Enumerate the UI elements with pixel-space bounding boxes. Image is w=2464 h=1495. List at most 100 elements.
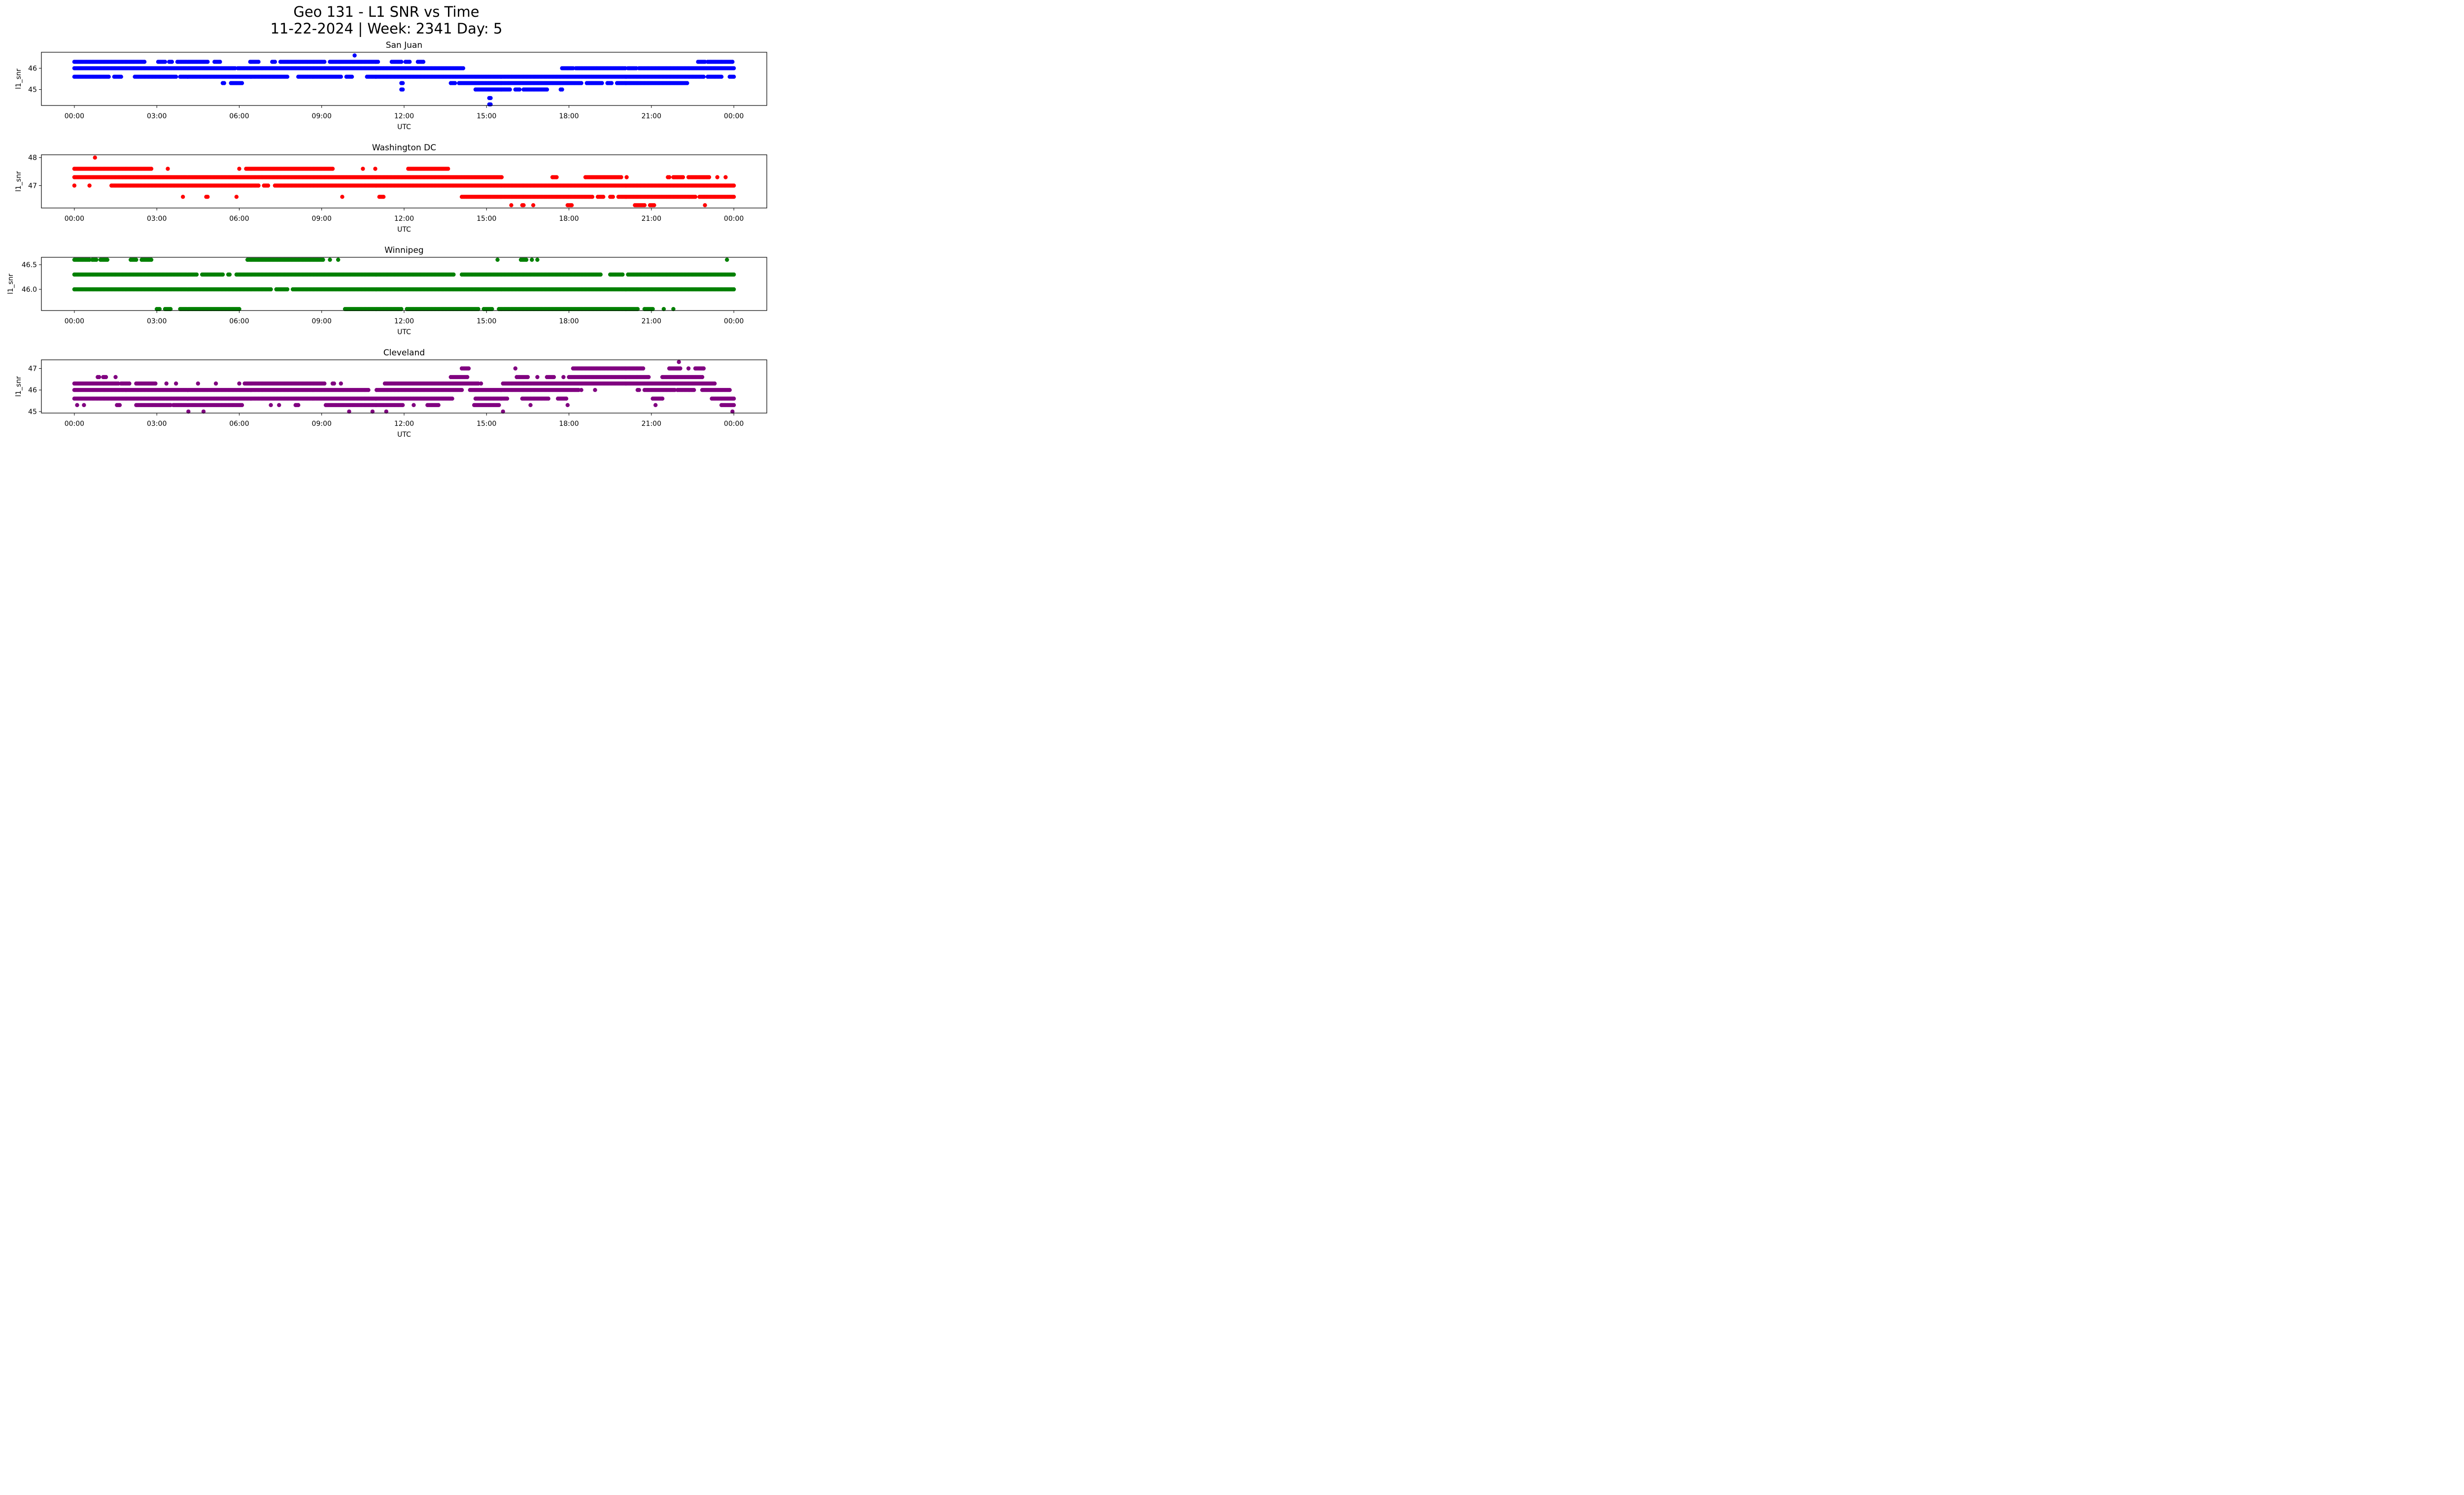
data-point: [72, 183, 77, 188]
x-tick-label: 00:00: [65, 215, 84, 223]
data-point: [399, 60, 404, 64]
scatter-series: [72, 257, 736, 312]
data-point: [256, 183, 261, 188]
x-tick-label: 00:00: [724, 215, 744, 223]
data-point: [213, 381, 218, 386]
data-point: [149, 167, 154, 171]
data-point: [723, 175, 728, 179]
data-point: [685, 81, 689, 85]
data-point: [349, 74, 354, 79]
data-point: [453, 81, 457, 85]
data-point: [446, 167, 450, 171]
data-point: [677, 360, 681, 364]
data-point: [222, 81, 226, 85]
data-point: [273, 60, 277, 64]
data-point: [641, 366, 646, 371]
data-point: [451, 272, 456, 277]
data-point: [509, 203, 513, 208]
data-point: [381, 195, 386, 199]
data-point: [205, 60, 210, 64]
x-tick-label: 00:00: [724, 317, 744, 325]
data-point: [499, 175, 504, 179]
axes-frame: [41, 257, 767, 311]
x-axis-label: UTC: [397, 123, 411, 131]
data-point: [196, 381, 200, 386]
data-point: [322, 381, 327, 386]
data-point: [513, 366, 518, 371]
data-point: [619, 175, 623, 179]
data-point: [731, 195, 736, 199]
data-point: [461, 66, 466, 70]
data-point: [731, 183, 736, 188]
x-tick-label: 12:00: [394, 215, 414, 223]
data-point: [401, 81, 405, 85]
data-point: [103, 375, 108, 380]
x-axis-label: UTC: [397, 328, 411, 336]
data-point: [227, 272, 232, 277]
data-point: [285, 74, 290, 79]
subplot-title: Winnipeg: [384, 245, 423, 255]
subplot-title: Cleveland: [383, 348, 425, 358]
data-point: [661, 307, 666, 312]
x-tick-label: 09:00: [312, 112, 332, 120]
data-point: [340, 195, 344, 199]
data-point: [611, 195, 616, 199]
data-point: [163, 60, 168, 64]
data-point: [535, 257, 540, 262]
data-point: [142, 60, 147, 64]
data-point: [127, 381, 132, 386]
data-point: [321, 257, 325, 262]
axes-frame: [41, 154, 767, 209]
x-tick-label: 09:00: [312, 317, 332, 325]
data-point: [234, 195, 239, 199]
data-point: [707, 175, 712, 179]
x-tick-label: 12:00: [394, 112, 414, 120]
data-point: [269, 287, 273, 292]
data-point: [174, 74, 178, 79]
x-tick-label: 21:00: [642, 112, 661, 120]
x-tick-label: 00:00: [724, 112, 744, 120]
data-point: [712, 381, 717, 386]
data-point: [561, 375, 566, 380]
data-point: [157, 307, 162, 312]
y-axis-label: l1_snr: [15, 171, 23, 192]
data-point: [545, 87, 549, 92]
x-tick-label: 18:00: [559, 317, 579, 325]
data-point: [490, 307, 494, 312]
data-point: [609, 81, 614, 85]
data-point: [399, 307, 404, 312]
data-point: [459, 388, 464, 392]
x-tick-label: 06:00: [229, 215, 249, 223]
data-point: [87, 183, 92, 188]
data-point: [667, 175, 672, 179]
x-tick-label: 12:00: [394, 317, 414, 325]
x-tick-label: 18:00: [559, 215, 579, 223]
data-point: [488, 96, 493, 101]
data-point: [701, 366, 706, 371]
data-point: [624, 175, 629, 179]
data-point: [149, 257, 154, 262]
data-point: [220, 272, 225, 277]
y-tick-label: 46.5: [22, 261, 37, 269]
data-point: [361, 167, 365, 171]
data-point: [401, 87, 405, 92]
data-point: [524, 257, 529, 262]
x-tick-label: 18:00: [559, 112, 579, 120]
data-point: [181, 195, 185, 199]
data-point: [600, 81, 604, 85]
data-point: [352, 53, 357, 58]
data-point: [256, 60, 261, 64]
data-point: [174, 381, 178, 386]
data-point: [421, 60, 426, 64]
x-axis-label: UTC: [397, 226, 411, 234]
data-point: [466, 366, 471, 371]
data-point: [94, 257, 99, 262]
data-point: [376, 60, 380, 64]
data-point: [725, 257, 729, 262]
data-point: [637, 388, 641, 392]
scatter-series: [72, 155, 736, 208]
data-point: [237, 307, 241, 312]
data-point: [113, 375, 118, 380]
